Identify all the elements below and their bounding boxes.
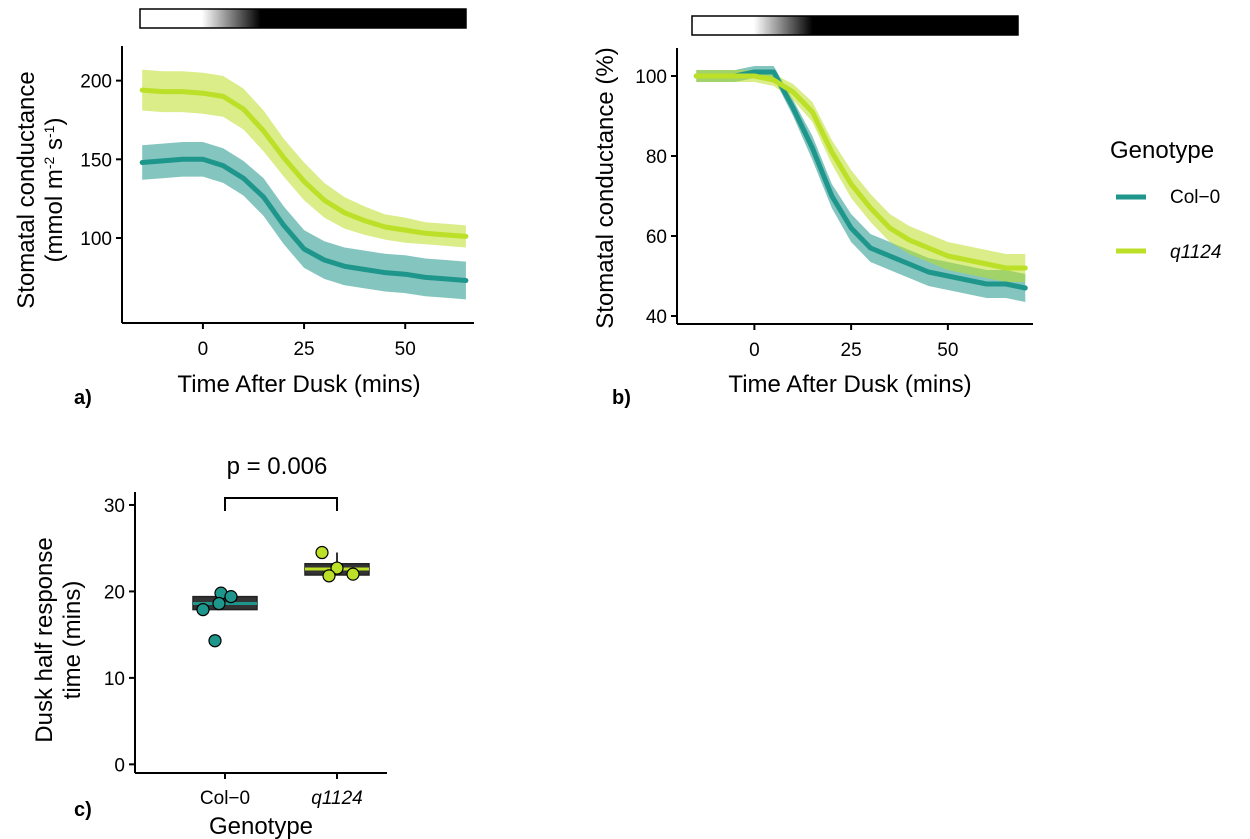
panel-b-line-series-0 (693, 69, 1028, 291)
legend-title: Genotype (1110, 137, 1214, 164)
significance-bracket (224, 497, 338, 511)
panel-c-x-tick-label: Col−0 (200, 788, 250, 809)
panel-a-y-tick-label: 100 (80, 229, 112, 250)
panel-b-x-title: Time After Dusk (mins) (728, 371, 971, 398)
panel-b: 0 25 50 40 60 80 100 Time After Dusk (mins) St… (592, 15, 1033, 409)
panel-b-y-tick-label: 80 (646, 147, 667, 168)
panel-a-x-tick-label: 25 (293, 339, 314, 360)
panel-c-y-tick-label: 30 (104, 496, 125, 517)
legend: Genotype Col−0 q1124 (1110, 137, 1221, 263)
p-value-annotation: p = 0.006 (227, 453, 328, 480)
data-point (346, 567, 360, 581)
panel-a-light-bar (139, 8, 467, 29)
panel-b-y-tick-label: 40 (646, 307, 667, 328)
panel-a-x-title: Time After Dusk (mins) (177, 371, 420, 398)
panel-b-line-series-1 (693, 73, 1028, 271)
panel-b-y-tick-label: 60 (646, 227, 667, 248)
panel-c-y-tick-label: 20 (104, 582, 125, 603)
panel-b-y-title: Stomatal conductance (%) (592, 47, 619, 328)
data-point (208, 634, 222, 648)
data-point (315, 545, 329, 560)
panel-a-x-tick-label: 0 (198, 339, 209, 360)
panel-b-x-tick-label: 0 (749, 340, 760, 361)
panel-a-x-tick-label: 50 (395, 339, 416, 360)
panel-b-label: b) (612, 387, 631, 409)
legend-label-q1124: q1124 (1170, 242, 1221, 263)
panel-c-x-title: Genotype (209, 813, 313, 839)
panel-c-y-tick-label: 10 (104, 669, 125, 690)
panel-a-y-tick-label: 200 (80, 72, 112, 93)
panel-c-label: c) (74, 799, 92, 821)
data-point (224, 590, 238, 604)
panel-a-y-tick-label: 150 (80, 150, 112, 171)
panel-a-y-title-line2: (mmol m-2 s-1) (41, 118, 68, 263)
panel-a-line-series-1 (139, 87, 469, 239)
panel-c-y-tick-label: 0 (114, 755, 125, 776)
panel-b-x-tick-label: 50 (937, 340, 958, 361)
legend-label-col0: Col−0 (1170, 187, 1220, 208)
panel-b-band-series-1 (696, 70, 1026, 282)
panel-a-band-series-0 (142, 142, 466, 300)
data-point (330, 561, 344, 575)
data-point (212, 596, 226, 611)
data-point (322, 569, 336, 583)
panel-c-y-title-line2: time (mins) (59, 581, 86, 700)
panel-c-y-title-line1: Dusk half response (31, 537, 58, 742)
panel-c: p = 0.006 0 10 20 30 Col−0 q1124 Genotype Dus… (31, 453, 387, 839)
panel-a-line-series-0 (139, 156, 469, 283)
panel-b-y-tick-label: 100 (635, 67, 667, 88)
panel-a-band-series-1 (142, 69, 466, 248)
data-point (196, 602, 210, 617)
panel-b-light-bar (691, 15, 1019, 36)
panel-b-x-tick-label: 25 (841, 340, 862, 361)
panel-a-label: a) (74, 387, 92, 409)
panel-a: 0 25 50 100 150 200 Time After Dusk (mins) St… (13, 8, 474, 409)
panel-a-y-title-line1: Stomatal conductance (13, 71, 40, 308)
panel-c-x-tick-label: q1124 (311, 788, 362, 809)
